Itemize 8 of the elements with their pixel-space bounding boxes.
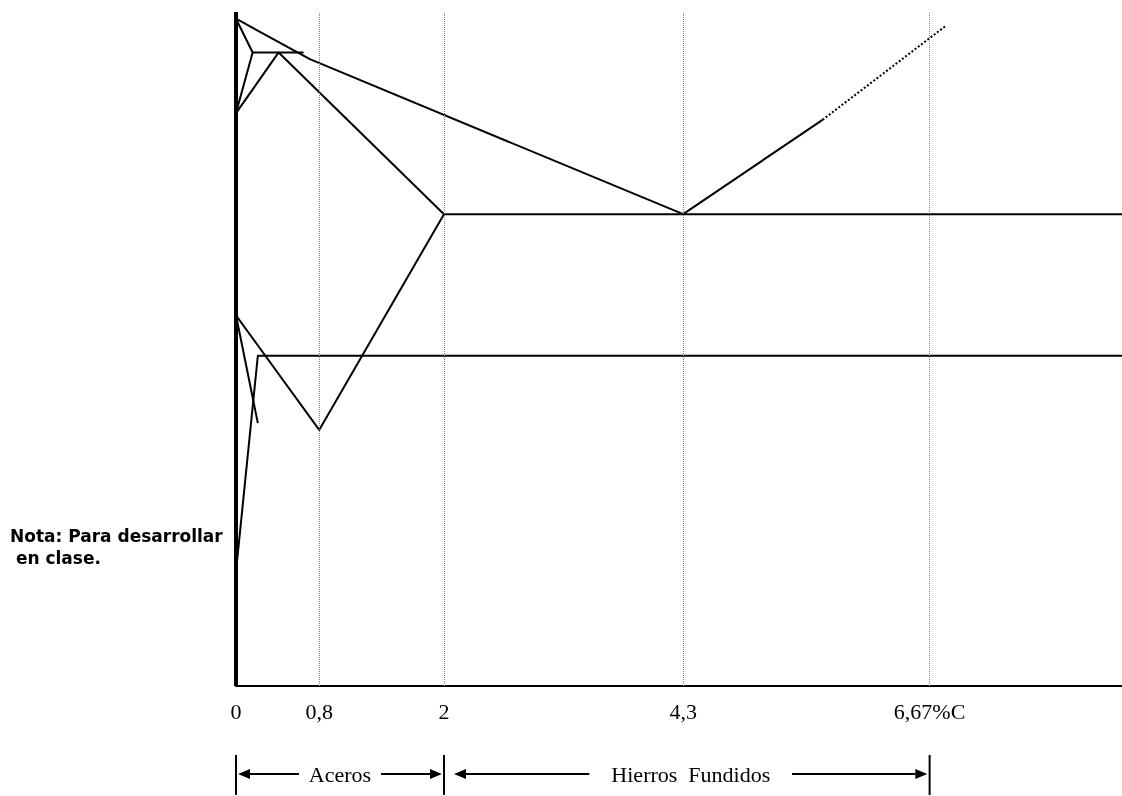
x-tick-label: 2: [438, 698, 450, 724]
x-tick-label: 0,8: [305, 698, 333, 724]
text: Hierros Fundidos: [611, 761, 771, 787]
text: Aceros: [308, 761, 372, 787]
x-tick-label: 0: [230, 698, 242, 724]
x-tick-label: 4,3: [669, 698, 697, 724]
x-tick-label: 6,67%C: [893, 698, 966, 724]
text: Nota: Para desarrollar en clase.: [10, 526, 224, 568]
